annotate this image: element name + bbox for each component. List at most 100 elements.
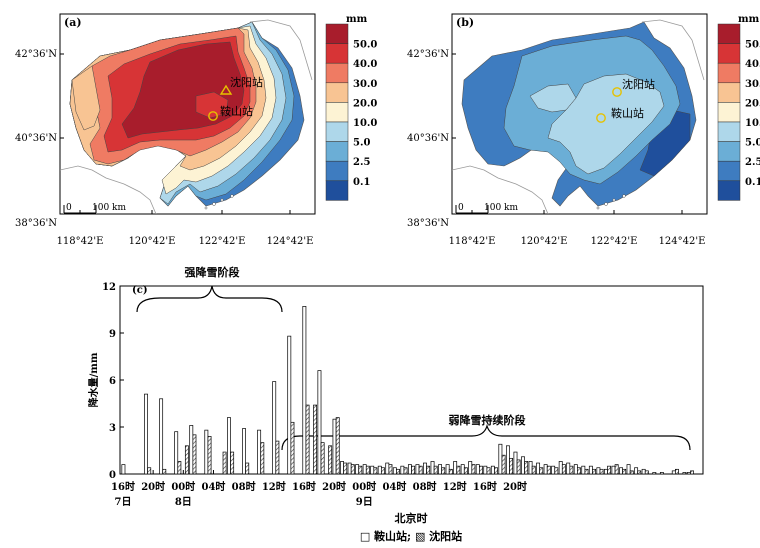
colorbar-swatch (717, 62, 741, 84)
bar-anshan (317, 370, 322, 475)
bar-shenyang (222, 451, 227, 475)
scale-text-b: 100 km (484, 203, 518, 213)
colorbar-level-label: 10.0 (353, 118, 377, 129)
bar-shenyang (607, 465, 612, 475)
bar-anshan (521, 456, 525, 475)
colorbar-level-label: 0.1 (745, 177, 760, 188)
x-tick-label: 16时 (473, 480, 497, 493)
bar-anshan (536, 462, 541, 475)
x-tick-label: 16时 (292, 480, 316, 493)
bar-shenyang (463, 467, 468, 475)
bar-shenyang (426, 465, 431, 475)
bar-shenyang (162, 468, 167, 475)
lat-tick-label: 38°36'N (407, 218, 449, 229)
bar-anshan (227, 417, 231, 475)
anshan-station-label-b: 鞍山站 (611, 106, 644, 120)
bar-anshan (174, 431, 179, 475)
colorbar-swatch (325, 141, 349, 162)
panel-label-a: (a) (64, 16, 82, 29)
colorbar-swatch (717, 82, 741, 103)
bar-shenyang (245, 462, 250, 475)
colorbar-level-label: 20.0 (353, 98, 377, 109)
colorbar-b: mm 50.0 40.0 30.0 20.0 10.0 5.0 2.5 0.1 (717, 14, 760, 201)
bar-anshan (596, 467, 601, 475)
bar-shenyang (690, 470, 694, 475)
bar-anshan (189, 425, 194, 475)
bar-anshan (385, 462, 390, 475)
bar-anshan (505, 445, 510, 475)
bar-shenyang (192, 434, 197, 475)
colorbar-level-label: 5.0 (353, 138, 370, 149)
colorbar-level-label: 0.1 (353, 177, 370, 188)
bar-anshan (671, 470, 676, 475)
bar-anshan (566, 462, 571, 475)
bar-shenyang (682, 472, 687, 475)
bar-anshan (287, 335, 292, 475)
bar-anshan (204, 429, 209, 475)
x-tick-label: 16时 (111, 480, 135, 493)
bar-anshan (513, 451, 518, 475)
x-tick-label: 04时 (202, 480, 226, 493)
bar-anshan (475, 464, 480, 475)
bar-anshan (641, 468, 646, 475)
bar-anshan (355, 464, 360, 475)
y-tick-label: 0 (109, 470, 116, 481)
bar-shenyang (388, 464, 393, 475)
bar-anshan (551, 465, 556, 475)
bar-shenyang (305, 404, 310, 475)
bar-shenyang (147, 467, 152, 475)
lon-tick-label: 118°42'E (57, 236, 104, 247)
map-b-band-5-north (529, 83, 577, 113)
x-tick-label: 20时 (503, 480, 527, 493)
bar-shenyang (411, 465, 416, 475)
lon-tick-label: 120°42'E (129, 236, 176, 247)
bar-anshan (634, 467, 639, 475)
colorbar-level-label: 10.0 (745, 118, 760, 129)
bar-anshan (159, 398, 164, 475)
colorbar-level-label: 40.0 (745, 59, 760, 70)
date-label: 9日 (356, 496, 373, 508)
colorbar-swatch (717, 180, 741, 201)
lat-tick-label: 42°36'N (15, 49, 57, 60)
lon-ticks-a: 118°42'E 120°42'E 122°42'E 124°42'E (57, 210, 313, 247)
shenyang-station-marker-b (612, 87, 622, 97)
bar-anshan (415, 464, 420, 475)
bar-shenyang (456, 465, 461, 475)
bar-shenyang (501, 454, 506, 475)
bar-anshan (332, 418, 337, 475)
bar-shenyang (184, 445, 189, 475)
bar-shenyang (509, 457, 514, 475)
colorbar-swatch (325, 82, 349, 103)
bar-anshan (453, 461, 458, 475)
colorbar-swatch (717, 43, 741, 64)
bar-anshan (407, 464, 412, 475)
panel-label-b: (b) (456, 16, 474, 29)
bar-anshan (257, 429, 262, 475)
bar-shenyang (396, 468, 400, 475)
bar-anshan (528, 461, 533, 475)
bar-anshan (573, 464, 578, 475)
map-b-field (452, 19, 705, 214)
bar-shenyang (433, 465, 438, 475)
bar-shenyang (569, 465, 574, 475)
colorbar-swatch (717, 102, 741, 123)
lat-ticks-a: 42°36'N 40°36'N 38°36'N (15, 49, 64, 229)
bar-anshan (377, 465, 382, 475)
colorbar-swatch (325, 43, 349, 64)
bar-anshan (392, 467, 397, 475)
map-b-islands (596, 194, 626, 210)
bar-shenyang (448, 468, 453, 475)
bar-anshan (468, 461, 473, 475)
bar-shenyang (380, 467, 385, 475)
bar-shenyang (659, 472, 664, 475)
colorbar-level-label: 40.0 (353, 59, 377, 70)
bar-anshan (340, 461, 344, 475)
bar-shenyang (629, 470, 634, 475)
lat-tick-label: 38°36'N (15, 218, 57, 229)
bar-shenyang (561, 464, 566, 475)
bar-anshan (272, 381, 277, 475)
bar-anshan (144, 393, 148, 475)
date-label: 8日 (175, 496, 192, 508)
bar-shenyang (584, 468, 589, 475)
bar-anshan (370, 465, 375, 475)
